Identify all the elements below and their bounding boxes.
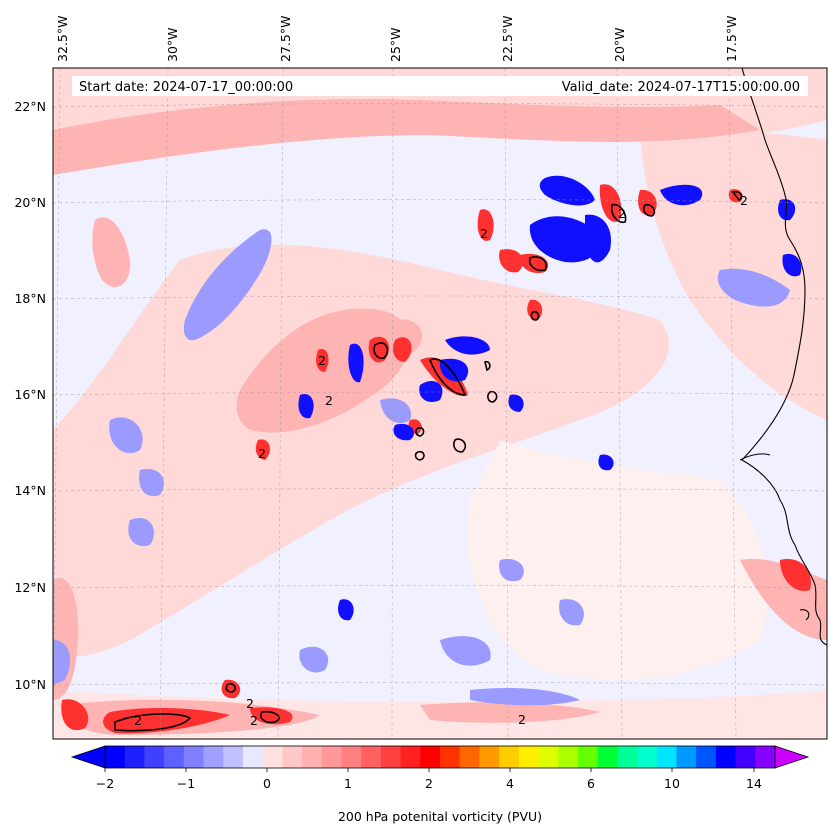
colorbar-cell [656, 746, 677, 768]
colorbar-cell [203, 746, 224, 768]
colorbar-cell [341, 746, 362, 768]
lon-label: 17.5°W [724, 16, 739, 62]
contour-label: 2 [134, 713, 142, 728]
colorbar-min-arrow [70, 745, 106, 769]
map-gridlines [53, 68, 827, 739]
contour-label: 2 [318, 353, 326, 368]
contour-label: 2 [518, 712, 526, 727]
lon-label: 20°W [612, 27, 627, 62]
colorbar-label: 200 hPa potenital vorticity (PVU) [338, 809, 542, 824]
colorbar-ticks [104, 768, 755, 772]
longitude-labels: 32.5°W 30°W 27.5°W 25°W 22.5°W 20°W 17.5… [55, 16, 739, 62]
contour-label: 2 [325, 393, 333, 408]
contour-labels: 2 2 2 2 2 2 2 2 2 2 [134, 193, 748, 728]
colorbar-cell [518, 746, 540, 768]
lon-label: 30°W [165, 27, 180, 62]
colorbar-cell [459, 746, 480, 768]
colorbar-tick-label: −2 [96, 776, 114, 791]
lat-label: 16°N [14, 387, 46, 402]
colorbar-cell [124, 746, 145, 768]
header-box [72, 76, 808, 96]
colorbar-tick-label: 0 [263, 776, 271, 791]
colorbar-cell [380, 746, 402, 768]
contour-label: 2 [246, 696, 254, 711]
colorbar-cell [577, 746, 599, 768]
lon-label: 22.5°W [500, 16, 515, 62]
lon-label: 32.5°W [55, 16, 70, 62]
colorbar-cell [440, 746, 461, 768]
colorbar-tick-label: 10 [664, 776, 680, 791]
colorbar-max-arrow [774, 745, 810, 769]
start-date-label: Start date: 2024-07-17_00:00:00 [79, 80, 293, 95]
colorbar-cell [499, 746, 520, 768]
colorbar-cell [538, 746, 559, 768]
colorbar-cell [262, 746, 283, 768]
colorbar-cell [183, 746, 205, 768]
colorbar-cell [400, 746, 421, 768]
colorbar-tick-label: −1 [177, 776, 195, 791]
valid-date-label: Valid_date: 2024-07-17T15:00:00.00 [562, 80, 800, 95]
contour-label: 2 [250, 713, 258, 728]
colorbar-tick-label: 4 [506, 776, 514, 791]
colorbar-tick-labels: −2 −1 0 1 2 4 6 10 14 [96, 776, 762, 791]
pv-strong-positive-field [61, 184, 811, 734]
colorbar-tick-label: 6 [587, 776, 595, 791]
lat-label: 22°N [14, 99, 46, 114]
colorbar-cell [735, 746, 756, 768]
colorbar-cell [479, 746, 500, 768]
colorbar-cell [223, 746, 244, 768]
colorbar-cell [302, 746, 323, 768]
lat-label: 10°N [14, 677, 46, 692]
coastline [739, 68, 827, 646]
contour-label: 2 [618, 206, 626, 221]
colorbar-cell [164, 746, 185, 768]
colorbar-cell [676, 746, 697, 768]
colorbar-tick-label: 14 [746, 776, 762, 791]
colorbar-cell [597, 746, 618, 768]
lat-label: 14°N [14, 483, 46, 498]
colorbar-cell [755, 746, 776, 768]
colorbar: −2 −1 0 1 2 4 6 10 14 200 hPa potenital … [70, 745, 810, 824]
lat-label: 20°N [14, 195, 46, 210]
pv-moderate-negative-field [53, 229, 790, 706]
colorbar-cell [242, 746, 264, 768]
lat-label: 18°N [14, 291, 46, 306]
colorbar-cell [715, 746, 737, 768]
colorbar-cells [105, 746, 776, 768]
colorbar-cell [321, 746, 342, 768]
colorbar-cell [282, 746, 303, 768]
colorbar-tick-label: 1 [344, 776, 352, 791]
colorbar-cell [361, 746, 382, 768]
colorbar-cell [420, 746, 441, 768]
lat-label: 12°N [14, 580, 46, 595]
colorbar-cell [617, 746, 638, 768]
colorbar-cell [144, 746, 165, 768]
map-panel: 2 2 2 2 2 2 2 2 2 2 Start date: 2024-07-… [53, 68, 827, 739]
contour-label: 2 [480, 226, 488, 241]
pv-strong-negative-field [298, 175, 802, 621]
colorbar-cell [696, 746, 717, 768]
lon-label: 27.5°W [278, 16, 293, 62]
pv-2-contours [114, 190, 743, 732]
colorbar-cell [105, 746, 126, 768]
contour-label: 2 [740, 193, 748, 208]
colorbar-cell [558, 746, 579, 768]
contour-label: 2 [258, 446, 266, 461]
map-frame [52, 67, 828, 740]
latitude-labels: 22°N 20°N 18°N 16°N 14°N 12°N 10°N [14, 99, 46, 692]
colorbar-frame [104, 745, 776, 769]
colorbar-tick-label: 2 [425, 776, 433, 791]
colorbar-cell [637, 746, 658, 768]
lon-label: 25°W [388, 27, 403, 62]
